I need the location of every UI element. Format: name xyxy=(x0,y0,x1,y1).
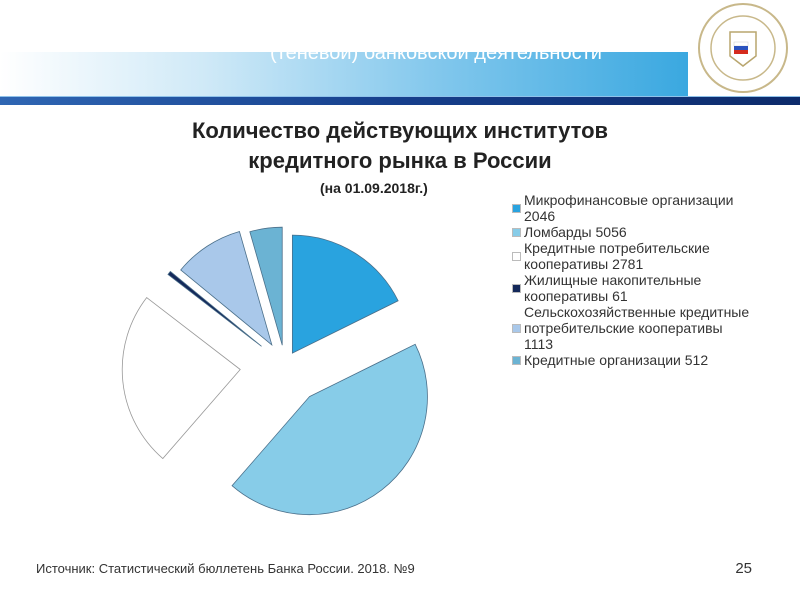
pie-slice xyxy=(121,297,241,460)
legend-label: Жилищные накопительные кооперативы 61 xyxy=(524,272,702,304)
legend-label: Микрофинансовые организации 2046 xyxy=(524,192,734,224)
legend-label: Ломбарды 5056 xyxy=(524,224,627,240)
legend-swatch xyxy=(512,203,521,213)
legend-item: Сельскохозяйственные кредитные потребите… xyxy=(512,304,752,352)
pie-slice xyxy=(249,226,283,346)
slide-header-title: (теневой) банковской деятельности xyxy=(270,52,602,64)
pie-slice xyxy=(167,270,262,347)
pie-slice xyxy=(291,234,399,354)
header-divider xyxy=(0,96,800,105)
university-logo xyxy=(690,2,796,94)
legend-item: Микрофинансовые организации 2046 xyxy=(512,192,752,224)
chart-legend: Микрофинансовые организации 2046 Ломбарды… xyxy=(512,192,752,368)
pie-slice xyxy=(180,230,273,347)
page-number: 25 xyxy=(735,560,752,577)
source-note: Источник: Статистический бюллетень Банка… xyxy=(36,561,415,576)
legend-item: Ломбарды 5056 xyxy=(512,224,752,240)
legend-swatch xyxy=(512,283,521,293)
legend-item: Кредитные потребительские кооперативы 27… xyxy=(512,240,752,272)
header-band: (теневой) банковской деятельности xyxy=(0,52,688,96)
legend-label: Кредитные организации 512 xyxy=(524,352,709,368)
legend-swatch xyxy=(512,323,521,333)
chart-title-line-2: кредитного рынка в России xyxy=(248,148,552,173)
legend-label: Сельскохозяйственные кредитные потребите… xyxy=(524,304,750,352)
chart-title: Количество действующих институтов кредит… xyxy=(0,116,800,176)
chart-title-line-1: Количество действующих институтов xyxy=(191,118,609,143)
legend-swatch xyxy=(512,251,521,261)
legend-label: Кредитные потребительские кооперативы 27… xyxy=(524,240,710,272)
pie-slice xyxy=(231,343,428,516)
legend-swatch xyxy=(512,227,521,237)
legend-item: Кредитные организации 512 xyxy=(512,352,752,368)
legend-item: Жилищные накопительные кооперативы 61 xyxy=(512,272,752,304)
legend-swatch xyxy=(512,355,521,365)
chart-subtitle: (на 01.09.2018г.) xyxy=(320,180,428,196)
